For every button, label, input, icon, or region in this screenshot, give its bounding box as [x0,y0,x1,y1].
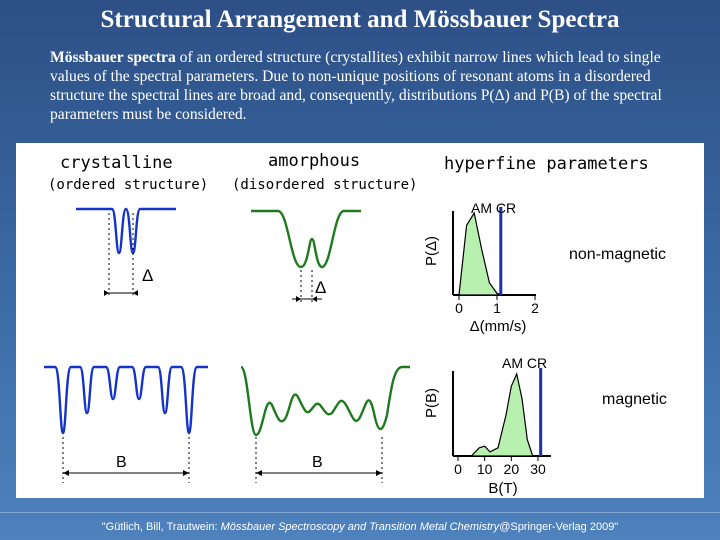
hyperfine-heading: hyperfine parameters [444,154,649,174]
p-b-tick-label: 30 [530,461,546,477]
crystalline-heading: crystalline [60,153,173,173]
slide-title: Structural Arrangement and Mössbauer Spe… [100,6,620,33]
p-b-tick-label: 0 [454,461,462,477]
p-b-am-cr-label: AM CR [502,355,547,371]
p-b-xlabel: B(T) [488,480,517,497]
p-b-ylabel: P(B) [423,388,440,418]
crystalline-subheading: (ordered structure) [48,177,209,193]
amorphous-subheading: (disordered structure) [232,177,418,193]
citation-footer: "Gütlich, Bill, Trautwein: Mössbauer Spe… [0,521,720,533]
p-delta-tick-label: 1 [493,300,501,316]
spectra-figure: Δ Δ B B P(Δ) AM CR 0 1 2 Δ(mm/s) [44,200,551,497]
citation-book: Mössbauer Spectroscopy and Transition Me… [220,521,500,533]
p-delta-tick-label: 0 [455,300,463,316]
amorphous-delta-label: Δ [315,278,326,297]
citation-publisher: @Springer-Verlag 2009" [499,521,619,533]
magnetic-label: magnetic [602,391,667,408]
footer-divider [0,512,720,513]
crystalline-b-label: B [116,454,127,471]
p-delta-tick-label: 2 [531,300,539,316]
crystalline-delta-label: Δ [142,266,153,285]
crystalline-doublet-curve [76,207,176,255]
intro-text: of an ordered structure (crystallites) e… [50,49,662,123]
amorphous-sextet-curve [239,365,410,437]
amorphous-b-label: B [312,454,323,471]
amorphous-heading: amorphous [268,151,361,171]
p-delta-xlabel: Δ(mm/s) [470,318,527,335]
intro-bold: Mössbauer spectra [50,49,176,66]
citation-authors: "Gütlich, Bill, Trautwein: [101,521,221,533]
p-delta-chart: P(Δ) AM CR 0 1 2 Δ(mm/s) [423,200,539,335]
figure-panel: crystalline (ordered structure) amorphou… [16,143,704,498]
p-b-tick-label: 20 [504,461,520,477]
p-delta-ylabel: P(Δ) [423,236,440,266]
non-magnetic-label: non-magnetic [569,246,666,263]
amorphous-doublet-curve [251,209,361,269]
crystalline-sextet-curve [44,365,208,435]
p-b-tick-label: 10 [477,461,493,477]
p-delta-distribution [458,211,505,296]
p-delta-am-cr-label: AM CR [471,200,516,216]
p-b-chart: P(B) AM CR 0 10 20 30 B(T) [423,355,551,497]
intro-paragraph: Mössbauer spectra of an ordered structur… [50,48,700,124]
p-b-distribution [458,372,534,457]
